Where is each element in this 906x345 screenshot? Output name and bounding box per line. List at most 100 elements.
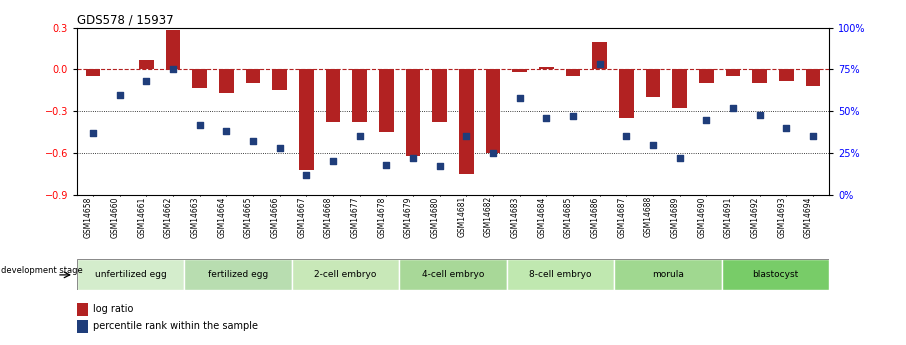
Text: GDS578 / 15937: GDS578 / 15937 [77, 13, 174, 27]
Point [593, 62, 607, 67]
Point [352, 134, 367, 139]
Point [273, 145, 287, 151]
Text: GSM14680: GSM14680 [430, 196, 439, 237]
Bar [593, 41, 607, 69]
Bar [406, 69, 420, 156]
Bar [400, 259, 506, 290]
Bar [672, 69, 687, 108]
Text: GSM14692: GSM14692 [751, 196, 759, 237]
Bar [139, 60, 154, 69]
Text: GSM14690: GSM14690 [698, 196, 707, 238]
Text: GSM14686: GSM14686 [591, 196, 600, 237]
Point [565, 114, 580, 119]
Bar [614, 259, 721, 290]
Text: 4-cell embryo: 4-cell embryo [422, 270, 484, 279]
Text: GSM14681: GSM14681 [458, 196, 467, 237]
Bar [379, 69, 394, 132]
Bar [565, 69, 581, 76]
Bar [432, 69, 447, 122]
Text: fertilized egg: fertilized egg [208, 270, 268, 279]
Point [619, 134, 633, 139]
Point [539, 115, 554, 121]
Point [459, 134, 474, 139]
Text: 8-cell embryo: 8-cell embryo [529, 270, 592, 279]
Text: GSM14684: GSM14684 [537, 196, 546, 237]
Bar [726, 69, 740, 76]
Text: 2-cell embryo: 2-cell embryo [314, 270, 377, 279]
Point [672, 155, 687, 161]
Bar [77, 259, 185, 290]
Bar [459, 69, 474, 174]
Point [379, 162, 393, 168]
Point [166, 67, 180, 72]
Point [192, 122, 207, 127]
Text: development stage: development stage [2, 266, 83, 275]
Bar [752, 69, 767, 83]
Text: GSM14666: GSM14666 [271, 196, 280, 238]
Bar [185, 259, 292, 290]
Text: GSM14667: GSM14667 [297, 196, 306, 238]
Text: GSM14678: GSM14678 [377, 196, 386, 237]
Bar [646, 69, 660, 97]
Bar [166, 30, 180, 69]
Bar [486, 69, 500, 153]
Bar [325, 69, 341, 122]
Point [646, 142, 660, 148]
Text: GSM14683: GSM14683 [511, 196, 520, 237]
Text: GSM14682: GSM14682 [484, 196, 493, 237]
Point [112, 92, 127, 97]
Bar [86, 69, 101, 76]
Text: GSM14688: GSM14688 [644, 196, 653, 237]
Point [299, 172, 313, 178]
Point [86, 130, 101, 136]
Text: morula: morula [652, 270, 684, 279]
Point [406, 155, 420, 161]
Text: GSM14685: GSM14685 [564, 196, 573, 237]
Point [219, 129, 234, 134]
Point [752, 112, 766, 117]
Bar [512, 69, 527, 72]
Point [779, 125, 794, 131]
Point [246, 139, 260, 144]
Text: GSM14658: GSM14658 [84, 196, 93, 237]
Point [140, 78, 154, 84]
Text: GSM14662: GSM14662 [164, 196, 173, 237]
Bar [619, 69, 633, 118]
Bar [805, 69, 820, 86]
Text: blastocyst: blastocyst [752, 270, 798, 279]
Text: GSM14679: GSM14679 [404, 196, 413, 238]
Text: GSM14660: GSM14660 [111, 196, 120, 238]
Text: GSM14663: GSM14663 [190, 196, 199, 238]
Point [726, 105, 740, 111]
Point [432, 164, 447, 169]
Bar [506, 259, 614, 290]
Point [513, 95, 527, 101]
Text: GSM14664: GSM14664 [217, 196, 226, 238]
Text: GSM14694: GSM14694 [804, 196, 813, 238]
Bar [299, 69, 313, 170]
Point [805, 134, 820, 139]
Text: GSM14668: GSM14668 [324, 196, 333, 237]
Text: percentile rank within the sample: percentile rank within the sample [93, 322, 258, 331]
Point [326, 159, 341, 164]
Text: GSM14691: GSM14691 [724, 196, 733, 237]
Bar [192, 69, 207, 88]
Text: GSM14693: GSM14693 [777, 196, 786, 238]
Bar [699, 69, 714, 83]
Bar [292, 259, 400, 290]
Bar [539, 67, 554, 69]
Text: log ratio: log ratio [93, 304, 133, 314]
Bar [721, 259, 829, 290]
Text: GSM14687: GSM14687 [617, 196, 626, 237]
Bar [246, 69, 260, 83]
Bar [77, 320, 88, 333]
Bar [219, 69, 234, 93]
Point [699, 117, 714, 122]
Text: GSM14677: GSM14677 [351, 196, 360, 238]
Bar [77, 303, 88, 316]
Text: unfertilized egg: unfertilized egg [95, 270, 167, 279]
Text: GSM14661: GSM14661 [138, 196, 147, 237]
Bar [273, 69, 287, 90]
Bar [779, 69, 794, 81]
Text: GSM14665: GSM14665 [244, 196, 253, 238]
